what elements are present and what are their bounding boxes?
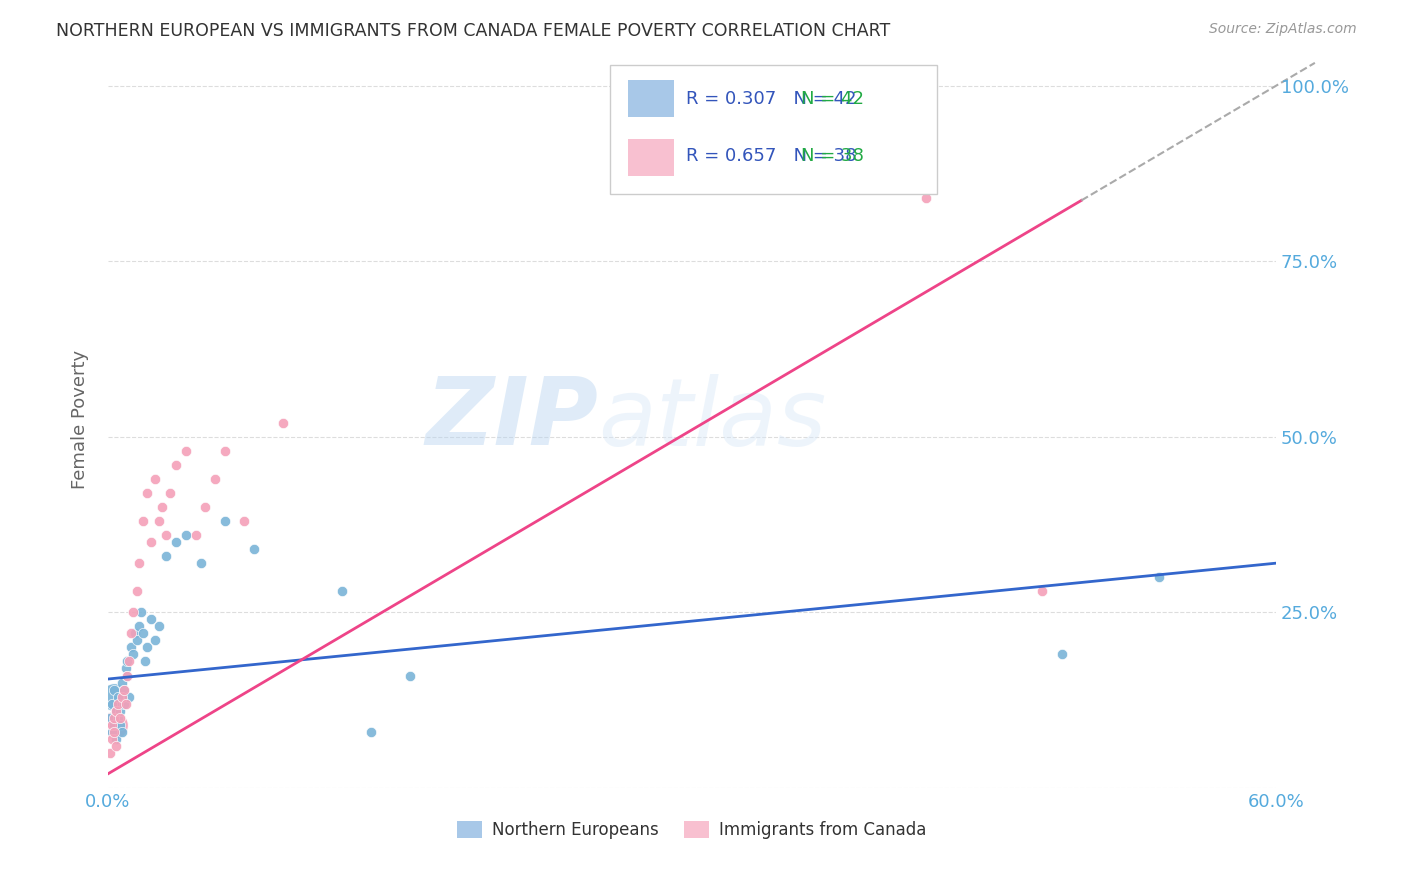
Point (118, 655, 141, 669)
Point (194, 500, 217, 514)
Point (103, 711, 125, 725)
Point (148, 619, 170, 633)
Point (128, 619, 150, 633)
Point (110, 724, 132, 739)
Point (132, 626, 155, 640)
Point (139, 612, 162, 626)
Point (184, 528, 207, 542)
Point (101, 724, 124, 739)
Point (129, 605, 152, 619)
Point (127, 633, 149, 648)
Point (135, 640, 157, 655)
Text: ZIP: ZIP (426, 373, 599, 466)
Point (122, 648, 145, 662)
FancyBboxPatch shape (610, 65, 938, 194)
Point (120, 640, 142, 655)
Point (124, 626, 146, 640)
Point (118, 690, 141, 704)
Point (104, 704, 127, 718)
Point (108, 717, 131, 731)
FancyBboxPatch shape (627, 80, 675, 117)
Point (112, 682, 135, 697)
Point (112, 682, 135, 697)
Point (117, 668, 139, 682)
Point (132, 514, 155, 528)
Point (271, 416, 294, 430)
Point (135, 486, 157, 500)
Text: NORTHERN EUROPEAN VS IMMIGRANTS FROM CANADA FEMALE POVERTY CORRELATION CHART: NORTHERN EUROPEAN VS IMMIGRANTS FROM CAN… (56, 22, 890, 40)
Point (165, 535, 187, 549)
Point (112, 697, 135, 711)
Point (214, 443, 236, 458)
Point (110, 690, 132, 704)
Point (107, 690, 129, 704)
Point (360, 724, 382, 739)
Point (122, 605, 145, 619)
Text: N = 42: N = 42 (800, 89, 863, 108)
Point (190, 556, 212, 570)
Point (159, 486, 181, 500)
Text: R = 0.307   N = 42: R = 0.307 N = 42 (686, 89, 856, 108)
Point (243, 542, 266, 557)
Point (155, 528, 177, 542)
Point (127, 584, 149, 599)
Point (114, 661, 136, 675)
FancyBboxPatch shape (627, 139, 675, 176)
Point (98, 711, 121, 725)
Text: N = 38: N = 38 (800, 147, 863, 165)
Point (110, 675, 132, 690)
Text: atlas: atlas (599, 374, 827, 465)
Point (152, 500, 174, 514)
Text: R = 0.657   N = 38: R = 0.657 N = 38 (686, 147, 856, 165)
Point (101, 717, 124, 731)
Point (143, 472, 166, 486)
Point (174, 443, 197, 458)
Point (134, 655, 156, 669)
Point (117, 655, 139, 669)
Point (103, 682, 125, 697)
Text: Source: ZipAtlas.com: Source: ZipAtlas.com (1209, 22, 1357, 37)
Point (108, 711, 131, 725)
Point (914, 191, 936, 205)
Point (104, 731, 127, 746)
Point (120, 626, 142, 640)
Point (330, 584, 353, 599)
Point (1031, 584, 1053, 599)
Point (107, 711, 129, 725)
Point (204, 472, 226, 486)
Point (101, 697, 124, 711)
Legend: Northern Europeans, Immigrants from Canada: Northern Europeans, Immigrants from Cana… (451, 814, 934, 846)
Point (128, 556, 150, 570)
Point (1050, 648, 1073, 662)
Point (108, 704, 131, 718)
Point (103, 724, 125, 739)
Point (143, 633, 166, 648)
Point (101, 731, 124, 746)
Point (1147, 570, 1170, 584)
Point (174, 528, 197, 542)
Point (117, 668, 139, 682)
Point (233, 514, 256, 528)
Point (107, 697, 129, 711)
Point (139, 535, 162, 549)
Point (104, 704, 127, 718)
Point (104, 739, 127, 753)
Point (98, 746, 121, 760)
Point (214, 514, 236, 528)
Point (148, 514, 170, 528)
Point (103, 717, 125, 731)
Point (398, 668, 420, 682)
Point (165, 458, 187, 472)
Y-axis label: Female Poverty: Female Poverty (72, 350, 89, 489)
Point (114, 697, 136, 711)
Point (103, 690, 125, 704)
Point (103, 717, 125, 731)
Point (155, 549, 177, 563)
